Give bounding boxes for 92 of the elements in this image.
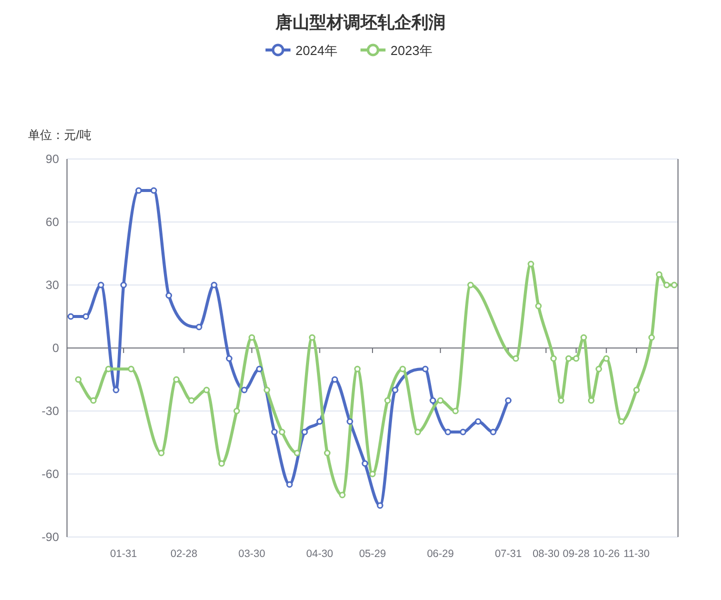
point <box>422 366 429 372</box>
point <box>354 366 361 372</box>
y-tick-label: 0 <box>52 341 60 355</box>
point <box>392 386 398 394</box>
point <box>467 282 474 288</box>
point <box>188 397 195 404</box>
point <box>120 282 127 288</box>
point <box>248 334 256 341</box>
point <box>656 271 662 278</box>
legend-label: 2024年 <box>296 43 338 58</box>
point <box>550 355 557 362</box>
point <box>105 366 112 372</box>
point <box>512 355 520 362</box>
point <box>301 428 308 436</box>
point <box>264 386 270 394</box>
point <box>332 376 338 383</box>
point <box>286 481 293 488</box>
point <box>308 334 316 341</box>
y-tick-label: -90 <box>42 530 60 544</box>
point <box>346 418 354 425</box>
y-tick-label: -60 <box>42 467 60 481</box>
point <box>580 334 587 341</box>
point <box>128 366 134 372</box>
point <box>158 450 165 456</box>
x-tick-label: 01-31 <box>110 548 138 560</box>
point <box>384 397 391 404</box>
point <box>90 397 97 404</box>
point <box>588 397 595 404</box>
point <box>135 187 142 194</box>
point <box>166 292 172 299</box>
point <box>430 397 436 404</box>
x-tick-label: 08-30 <box>532 548 560 560</box>
point <box>210 282 218 288</box>
point <box>203 386 210 394</box>
point <box>233 408 240 414</box>
y-tick-label: 90 <box>46 152 60 166</box>
point <box>112 386 120 394</box>
point <box>369 470 376 478</box>
point <box>505 397 512 404</box>
point <box>565 355 572 362</box>
point <box>648 334 655 341</box>
x-tick-label: 03-30 <box>238 548 266 560</box>
point <box>218 460 225 467</box>
point <box>75 376 82 383</box>
point <box>271 428 278 436</box>
point <box>316 418 323 425</box>
point <box>633 386 640 394</box>
point <box>663 282 670 288</box>
x-tick-label: 02-28 <box>170 548 198 560</box>
x-tick-label: 05-29 <box>359 548 386 560</box>
y-tick-label: 30 <box>46 278 60 292</box>
point <box>339 492 346 498</box>
point <box>82 313 90 320</box>
point <box>324 450 330 456</box>
point <box>173 376 180 383</box>
point <box>376 502 384 509</box>
point <box>150 187 157 194</box>
y-axis-title: 单位：元/吨 <box>28 128 92 142</box>
point <box>278 428 286 436</box>
point <box>452 408 459 414</box>
point <box>670 282 678 288</box>
point <box>437 397 444 404</box>
point <box>294 450 300 456</box>
point <box>98 282 104 288</box>
point <box>528 260 534 268</box>
point <box>618 418 625 425</box>
point <box>603 355 610 362</box>
point <box>399 366 406 372</box>
point <box>474 418 482 425</box>
y-tick-label: -30 <box>42 404 60 418</box>
point <box>490 428 496 436</box>
point <box>535 302 542 310</box>
x-tick-label: 09-28 <box>562 548 590 560</box>
chart-title: 唐山型材调坯轧企利润 <box>274 13 446 32</box>
point <box>572 355 580 362</box>
point <box>68 313 74 320</box>
x-tick-label: 06-29 <box>426 548 454 560</box>
legend-label: 2023年 <box>390 43 432 58</box>
x-tick-label: 11-30 <box>623 548 650 560</box>
point <box>196 324 202 330</box>
point <box>362 460 368 467</box>
x-tick-label: 07-31 <box>494 548 522 560</box>
y-tick-label: 60 <box>46 215 60 229</box>
point <box>596 366 602 372</box>
x-tick-label: 10-26 <box>592 548 620 560</box>
point <box>444 428 452 436</box>
point <box>460 428 466 436</box>
point <box>241 386 248 394</box>
point <box>414 428 422 436</box>
point <box>256 366 263 372</box>
x-tick-label: 04-30 <box>306 548 334 560</box>
point <box>226 355 232 362</box>
